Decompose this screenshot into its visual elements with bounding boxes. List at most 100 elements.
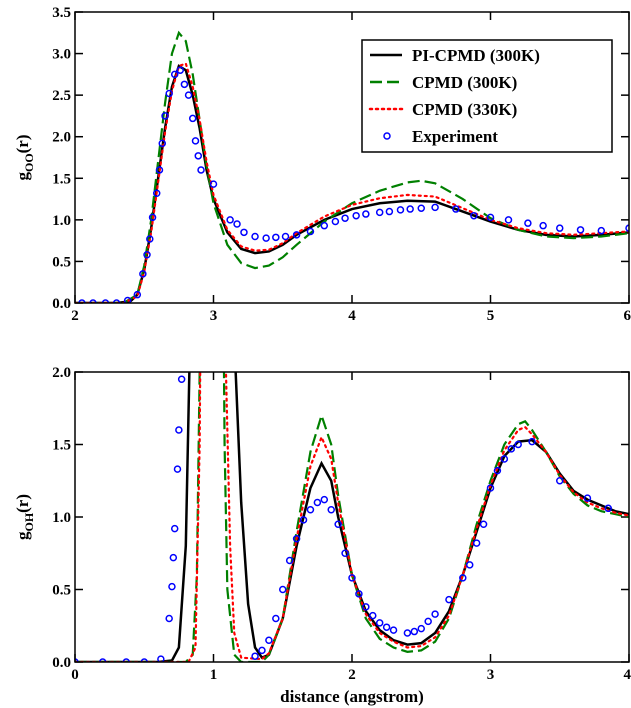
data-point bbox=[180, 80, 189, 89]
data-point bbox=[341, 549, 349, 557]
data-point bbox=[101, 299, 110, 303]
plot-frame bbox=[74, 371, 630, 663]
data-point bbox=[320, 495, 329, 504]
data-point bbox=[188, 114, 197, 123]
data-point bbox=[123, 296, 132, 303]
data-point bbox=[165, 89, 173, 98]
y-tick-label: 0.0 bbox=[52, 296, 71, 312]
y-tick-label: 1.0 bbox=[52, 213, 71, 229]
data-point bbox=[209, 180, 218, 188]
legend-label: Experiment bbox=[412, 127, 498, 146]
data-point bbox=[168, 582, 176, 591]
data-point bbox=[194, 152, 203, 160]
data-point bbox=[625, 224, 629, 232]
y-tick-label: 1.0 bbox=[52, 510, 71, 526]
plot-frame bbox=[74, 11, 630, 304]
y-tick-label: 0.5 bbox=[52, 583, 71, 599]
data-point bbox=[89, 299, 97, 303]
data-point bbox=[191, 137, 200, 145]
data-point bbox=[279, 585, 287, 594]
x-tick-label: 4 bbox=[348, 308, 356, 324]
data-point bbox=[369, 611, 377, 620]
data-point bbox=[431, 610, 439, 618]
y-tick-label: 2.0 bbox=[52, 365, 71, 381]
data-point bbox=[157, 655, 165, 662]
data-point bbox=[396, 206, 405, 214]
data-point bbox=[272, 614, 280, 623]
data-point bbox=[184, 91, 193, 99]
y-tick-label: 2.0 bbox=[52, 130, 71, 146]
data-point bbox=[524, 219, 532, 227]
data-point bbox=[197, 166, 205, 174]
data-point bbox=[528, 437, 536, 446]
x-tick-label: 3 bbox=[210, 308, 218, 324]
data-point bbox=[375, 619, 384, 627]
data-point bbox=[348, 574, 356, 582]
data-point bbox=[341, 214, 349, 222]
x-tick-label: 5 bbox=[487, 308, 495, 324]
y-label-tail: (r) bbox=[13, 134, 32, 153]
y-tick-label: 2.5 bbox=[52, 88, 71, 104]
data-point bbox=[251, 232, 259, 241]
data-point bbox=[265, 636, 273, 644]
data-point bbox=[556, 224, 564, 232]
data-point bbox=[152, 189, 161, 198]
legend-box bbox=[361, 39, 613, 153]
data-point bbox=[410, 627, 419, 636]
data-point bbox=[262, 234, 270, 242]
y-tick-label: 3.5 bbox=[52, 5, 71, 21]
y-label-sub: OO bbox=[22, 153, 36, 172]
y-tick-label: 0.5 bbox=[52, 254, 71, 270]
data-point bbox=[122, 658, 130, 662]
data-point bbox=[327, 506, 335, 514]
data-point bbox=[251, 652, 259, 660]
data-line bbox=[75, 372, 629, 662]
y-label-tail: (r) bbox=[13, 494, 32, 513]
data-point bbox=[272, 233, 280, 242]
data-point bbox=[170, 524, 179, 533]
data-point bbox=[173, 465, 182, 473]
plot-area bbox=[75, 30, 629, 303]
data-point bbox=[486, 484, 495, 492]
data-point bbox=[292, 535, 301, 543]
data-point bbox=[355, 590, 363, 598]
data-point bbox=[165, 614, 173, 623]
data-point bbox=[226, 216, 234, 224]
data-point bbox=[281, 232, 290, 241]
data-point bbox=[459, 574, 467, 582]
data-point bbox=[389, 626, 398, 634]
x-tick-label: 2 bbox=[348, 667, 356, 683]
data-point bbox=[576, 226, 585, 234]
legend-marker bbox=[383, 132, 391, 140]
x-tick-label: 0 bbox=[71, 667, 79, 683]
data-point bbox=[313, 498, 322, 507]
plot-area bbox=[75, 372, 629, 662]
data-point bbox=[362, 603, 370, 611]
data-point bbox=[556, 477, 564, 485]
data-point bbox=[258, 646, 266, 655]
data-point bbox=[148, 213, 157, 222]
data-point bbox=[597, 226, 606, 235]
data-point bbox=[112, 299, 121, 303]
y-axis-label: gOO(r) bbox=[13, 134, 36, 180]
data-point bbox=[78, 299, 86, 303]
data-point bbox=[299, 516, 308, 524]
legend-label: PI-CPMD (300K) bbox=[412, 46, 540, 65]
data-point bbox=[140, 658, 148, 662]
data-point bbox=[170, 70, 179, 79]
x-tick-label: 4 bbox=[624, 667, 631, 683]
data-line bbox=[75, 372, 629, 662]
data-point bbox=[133, 290, 142, 299]
data-point bbox=[431, 203, 439, 212]
y-label-sub: OH bbox=[22, 512, 36, 531]
data-point bbox=[352, 211, 360, 220]
data-point bbox=[486, 213, 495, 222]
data-point bbox=[233, 220, 241, 228]
y-label-main: g bbox=[13, 531, 32, 540]
data-point bbox=[382, 623, 391, 631]
data-point bbox=[479, 520, 488, 528]
data-point bbox=[169, 553, 178, 562]
data-point bbox=[417, 204, 425, 212]
data-line bbox=[75, 62, 629, 303]
